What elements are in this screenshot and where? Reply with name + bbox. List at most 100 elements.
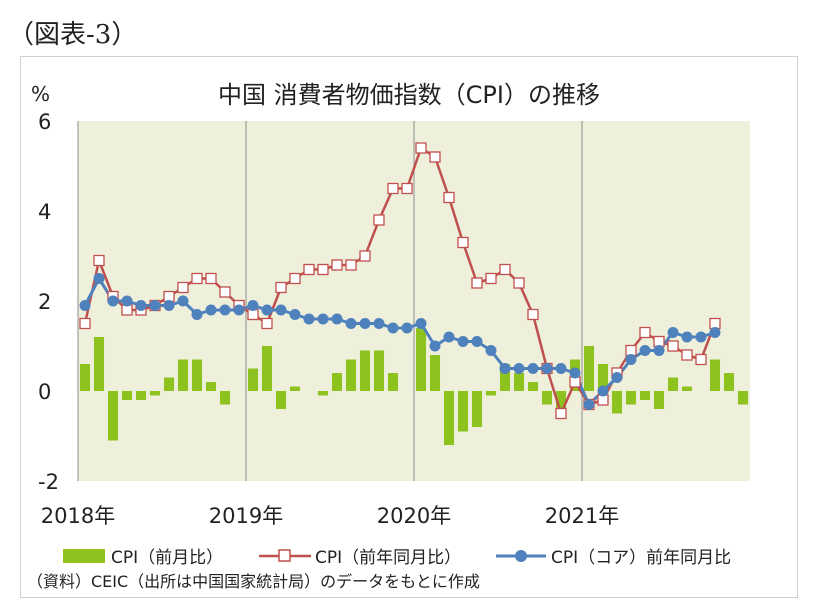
point-core-yoy	[611, 372, 623, 383]
point-cpi-yoy	[667, 340, 679, 352]
point-core-yoy	[359, 318, 371, 329]
bar-mom	[107, 391, 119, 441]
point-cpi-yoy	[513, 277, 525, 289]
point-core-yoy	[401, 322, 413, 334]
point-cpi-yoy	[303, 263, 315, 276]
point-cpi-yoy	[485, 272, 497, 285]
point-core-yoy	[541, 363, 553, 374]
point-core-yoy	[555, 363, 567, 374]
bar-mom	[345, 359, 357, 391]
bar-mom	[205, 382, 217, 391]
point-cpi-yoy	[555, 407, 567, 420]
point-core-yoy	[443, 331, 455, 343]
bar-mom	[289, 386, 301, 391]
y-tick-label: 2	[38, 290, 51, 314]
point-core-yoy	[345, 318, 357, 329]
y-axis-unit: %	[31, 82, 50, 106]
bar-mom	[387, 373, 399, 391]
bar-mom	[317, 391, 329, 396]
bar-mom	[513, 373, 525, 391]
bar-mom	[331, 373, 343, 391]
legend-bar-label: CPI（前月比）	[111, 548, 223, 568]
point-core-yoy	[695, 331, 707, 343]
bar-mom	[737, 391, 749, 405]
bar-mom	[415, 328, 427, 391]
bar-mom	[527, 382, 539, 391]
point-cpi-yoy	[205, 272, 217, 285]
bar-mom	[121, 391, 133, 400]
legend-core-marker	[515, 550, 527, 562]
x-year-label: 2018年	[41, 504, 115, 528]
bar-mom	[149, 391, 161, 396]
bar-mom	[443, 391, 455, 445]
y-tick-label: 6	[38, 110, 51, 134]
point-core-yoy	[457, 336, 469, 347]
point-core-yoy	[261, 304, 273, 316]
point-core-yoy	[317, 313, 329, 325]
point-core-yoy	[177, 295, 189, 307]
point-core-yoy	[135, 300, 147, 311]
point-cpi-yoy	[695, 353, 707, 366]
bar-mom	[681, 386, 693, 391]
chart-title: 中国 消費者物価指数（CPI）の推移	[218, 81, 600, 109]
y-tick-label: 0	[38, 380, 51, 404]
point-core-yoy	[429, 340, 441, 352]
point-core-yoy	[485, 345, 497, 356]
bar-mom	[177, 359, 189, 391]
point-core-yoy	[331, 313, 343, 325]
x-year-label: 2020年	[377, 504, 451, 528]
x-year-label: 2021年	[545, 504, 619, 528]
point-core-yoy	[233, 304, 245, 316]
y-tick-label: -2	[38, 470, 59, 494]
point-core-yoy	[387, 322, 399, 334]
bar-mom	[93, 337, 105, 391]
point-core-yoy	[499, 363, 511, 374]
point-cpi-yoy	[219, 286, 231, 298]
bar-mom	[373, 350, 385, 391]
bar-mom	[135, 391, 147, 400]
point-core-yoy	[149, 300, 161, 311]
point-core-yoy	[583, 399, 595, 410]
point-cpi-yoy	[373, 214, 385, 226]
point-core-yoy	[191, 309, 203, 320]
bar-mom	[639, 391, 651, 400]
point-cpi-yoy	[443, 191, 455, 204]
chart-panel: 中国 消費者物価指数（CPI）の推移 % 6 4 2 0 -2 2018年 2019年 202…	[20, 56, 798, 598]
bar-mom	[583, 346, 595, 391]
source-note: （資料）CEIC（出所は中国国家統計局）のデータをもとに作成	[27, 572, 480, 591]
figure-label: （図表-3）	[8, 20, 138, 50]
point-core-yoy	[709, 327, 721, 338]
bar-mom	[625, 391, 637, 405]
point-cpi-yoy	[429, 151, 441, 163]
point-core-yoy	[569, 367, 581, 379]
point-cpi-yoy	[457, 236, 469, 249]
line-cpi-yoy	[83, 146, 717, 415]
point-core-yoy	[247, 300, 259, 311]
bar-mom	[541, 391, 553, 405]
point-core-yoy	[107, 295, 119, 307]
bar-mom	[163, 377, 175, 391]
point-core-yoy	[373, 318, 385, 329]
point-cpi-yoy	[93, 254, 105, 267]
plot-area: 6 4 2 0 -2 2018年 2019年 2020年 2021年	[38, 110, 750, 528]
bar-mom	[611, 391, 623, 414]
point-core-yoy	[205, 304, 217, 316]
point-cpi-yoy	[527, 308, 539, 321]
legend: CPI（前月比） CPI（前年同月比） CPI（コア）前年同月比	[63, 548, 731, 568]
bar-mom	[723, 373, 735, 391]
point-core-yoy	[303, 313, 315, 325]
legend-core-label: CPI（コア）前年同月比	[551, 548, 731, 568]
point-cpi-yoy	[177, 281, 189, 294]
bar-mom	[471, 391, 483, 427]
point-core-yoy	[625, 354, 637, 365]
point-core-yoy	[121, 295, 133, 307]
bar-mom	[275, 391, 287, 409]
bar-mom	[429, 355, 441, 391]
point-core-yoy	[681, 331, 693, 343]
point-core-yoy	[513, 363, 525, 374]
point-cpi-yoy	[275, 281, 287, 294]
point-cpi-yoy	[331, 259, 343, 271]
bar-mom	[667, 377, 679, 391]
point-core-yoy	[79, 300, 91, 311]
point-cpi-yoy	[191, 272, 203, 285]
